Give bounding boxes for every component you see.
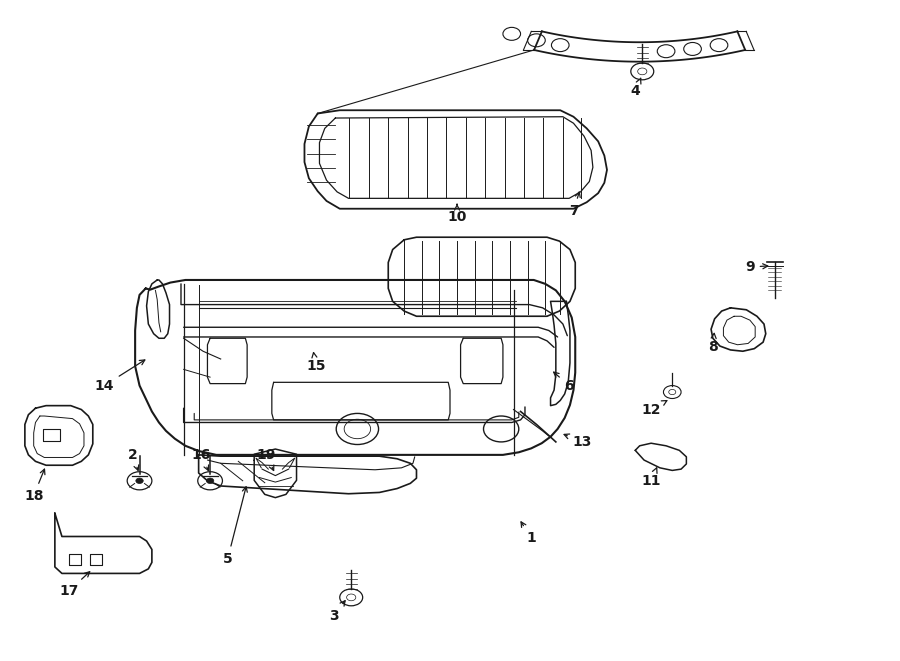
Text: 9: 9	[745, 260, 768, 274]
Text: 8: 8	[708, 333, 717, 354]
Text: 3: 3	[328, 601, 345, 623]
Text: 13: 13	[564, 434, 592, 449]
Text: 5: 5	[223, 486, 248, 566]
Text: 17: 17	[59, 572, 90, 598]
Text: 12: 12	[642, 401, 667, 416]
Circle shape	[136, 478, 143, 483]
Circle shape	[206, 478, 214, 483]
Text: 10: 10	[447, 204, 467, 224]
Text: 14: 14	[94, 360, 145, 393]
Text: 11: 11	[642, 468, 661, 488]
Text: 2: 2	[128, 448, 139, 471]
Text: 18: 18	[24, 469, 45, 502]
Text: 19: 19	[256, 448, 276, 471]
Text: 16: 16	[192, 448, 211, 471]
Text: 6: 6	[554, 372, 574, 393]
Text: 7: 7	[569, 192, 580, 217]
Text: 15: 15	[306, 352, 326, 373]
Text: 4: 4	[630, 78, 641, 98]
Text: 1: 1	[521, 522, 536, 545]
